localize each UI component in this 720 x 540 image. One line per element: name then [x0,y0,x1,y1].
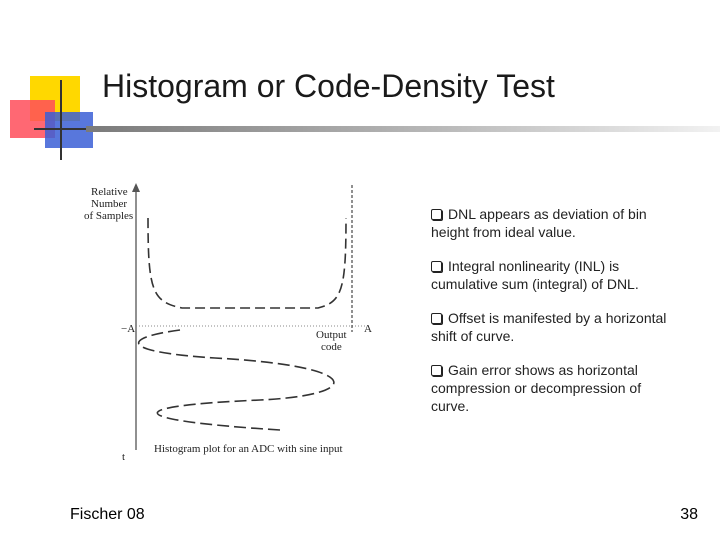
histogram-curve [147,217,347,309]
histogram-diagram [132,183,365,450]
y-axis-label-line2: Number [91,198,128,210]
x-axis-label-line2: code [321,341,342,353]
bullet-text: Offset is manifested by a horizontal shi… [431,310,667,344]
footer-author: Fischer 08 [70,506,145,523]
bullet-item: Gain error shows as horizontal compressi… [431,361,671,415]
title-underline [86,126,720,132]
corner-logo-decoration [0,0,100,170]
bullet-item: Integral nonlinearity (INL) is cumulativ… [431,257,671,293]
time-axis-label: t [122,451,126,463]
checkbox-square-icon [431,209,442,220]
bullet-list: DNL appears as deviation of bin height f… [431,205,671,431]
sine-input-curve [137,329,335,431]
right-marker-label: A [364,323,372,335]
checkbox-square-icon [431,261,442,272]
x-axis-label-line1: Output [316,329,347,341]
bullet-text: Integral nonlinearity (INL) is cumulativ… [431,258,639,292]
y-axis-arrow [132,183,140,192]
logo-blue-square [45,112,93,148]
left-marker-label: −A [121,323,136,335]
logo-vertical-line [60,80,62,160]
bullet-text: DNL appears as deviation of bin height f… [431,206,647,240]
logo-horizontal-line [34,128,94,130]
y-axis-label-line3: of Samples [84,210,134,222]
checkbox-square-icon [431,313,442,324]
y-axis-label-line1: Relative [91,186,128,198]
figure-caption: Histogram plot for an ADC with sine inpu… [154,443,343,455]
page-number: 38 [680,506,698,523]
bullet-item: DNL appears as deviation of bin height f… [431,205,671,241]
bullet-text: Gain error shows as horizontal compressi… [431,362,642,414]
histogram-figure: Relative Number of Samples −A Output cod… [80,180,380,465]
checkbox-square-icon [431,365,442,376]
bullet-item: Offset is manifested by a horizontal shi… [431,309,671,345]
slide-title: Histogram or Code-Density Test [102,68,555,104]
